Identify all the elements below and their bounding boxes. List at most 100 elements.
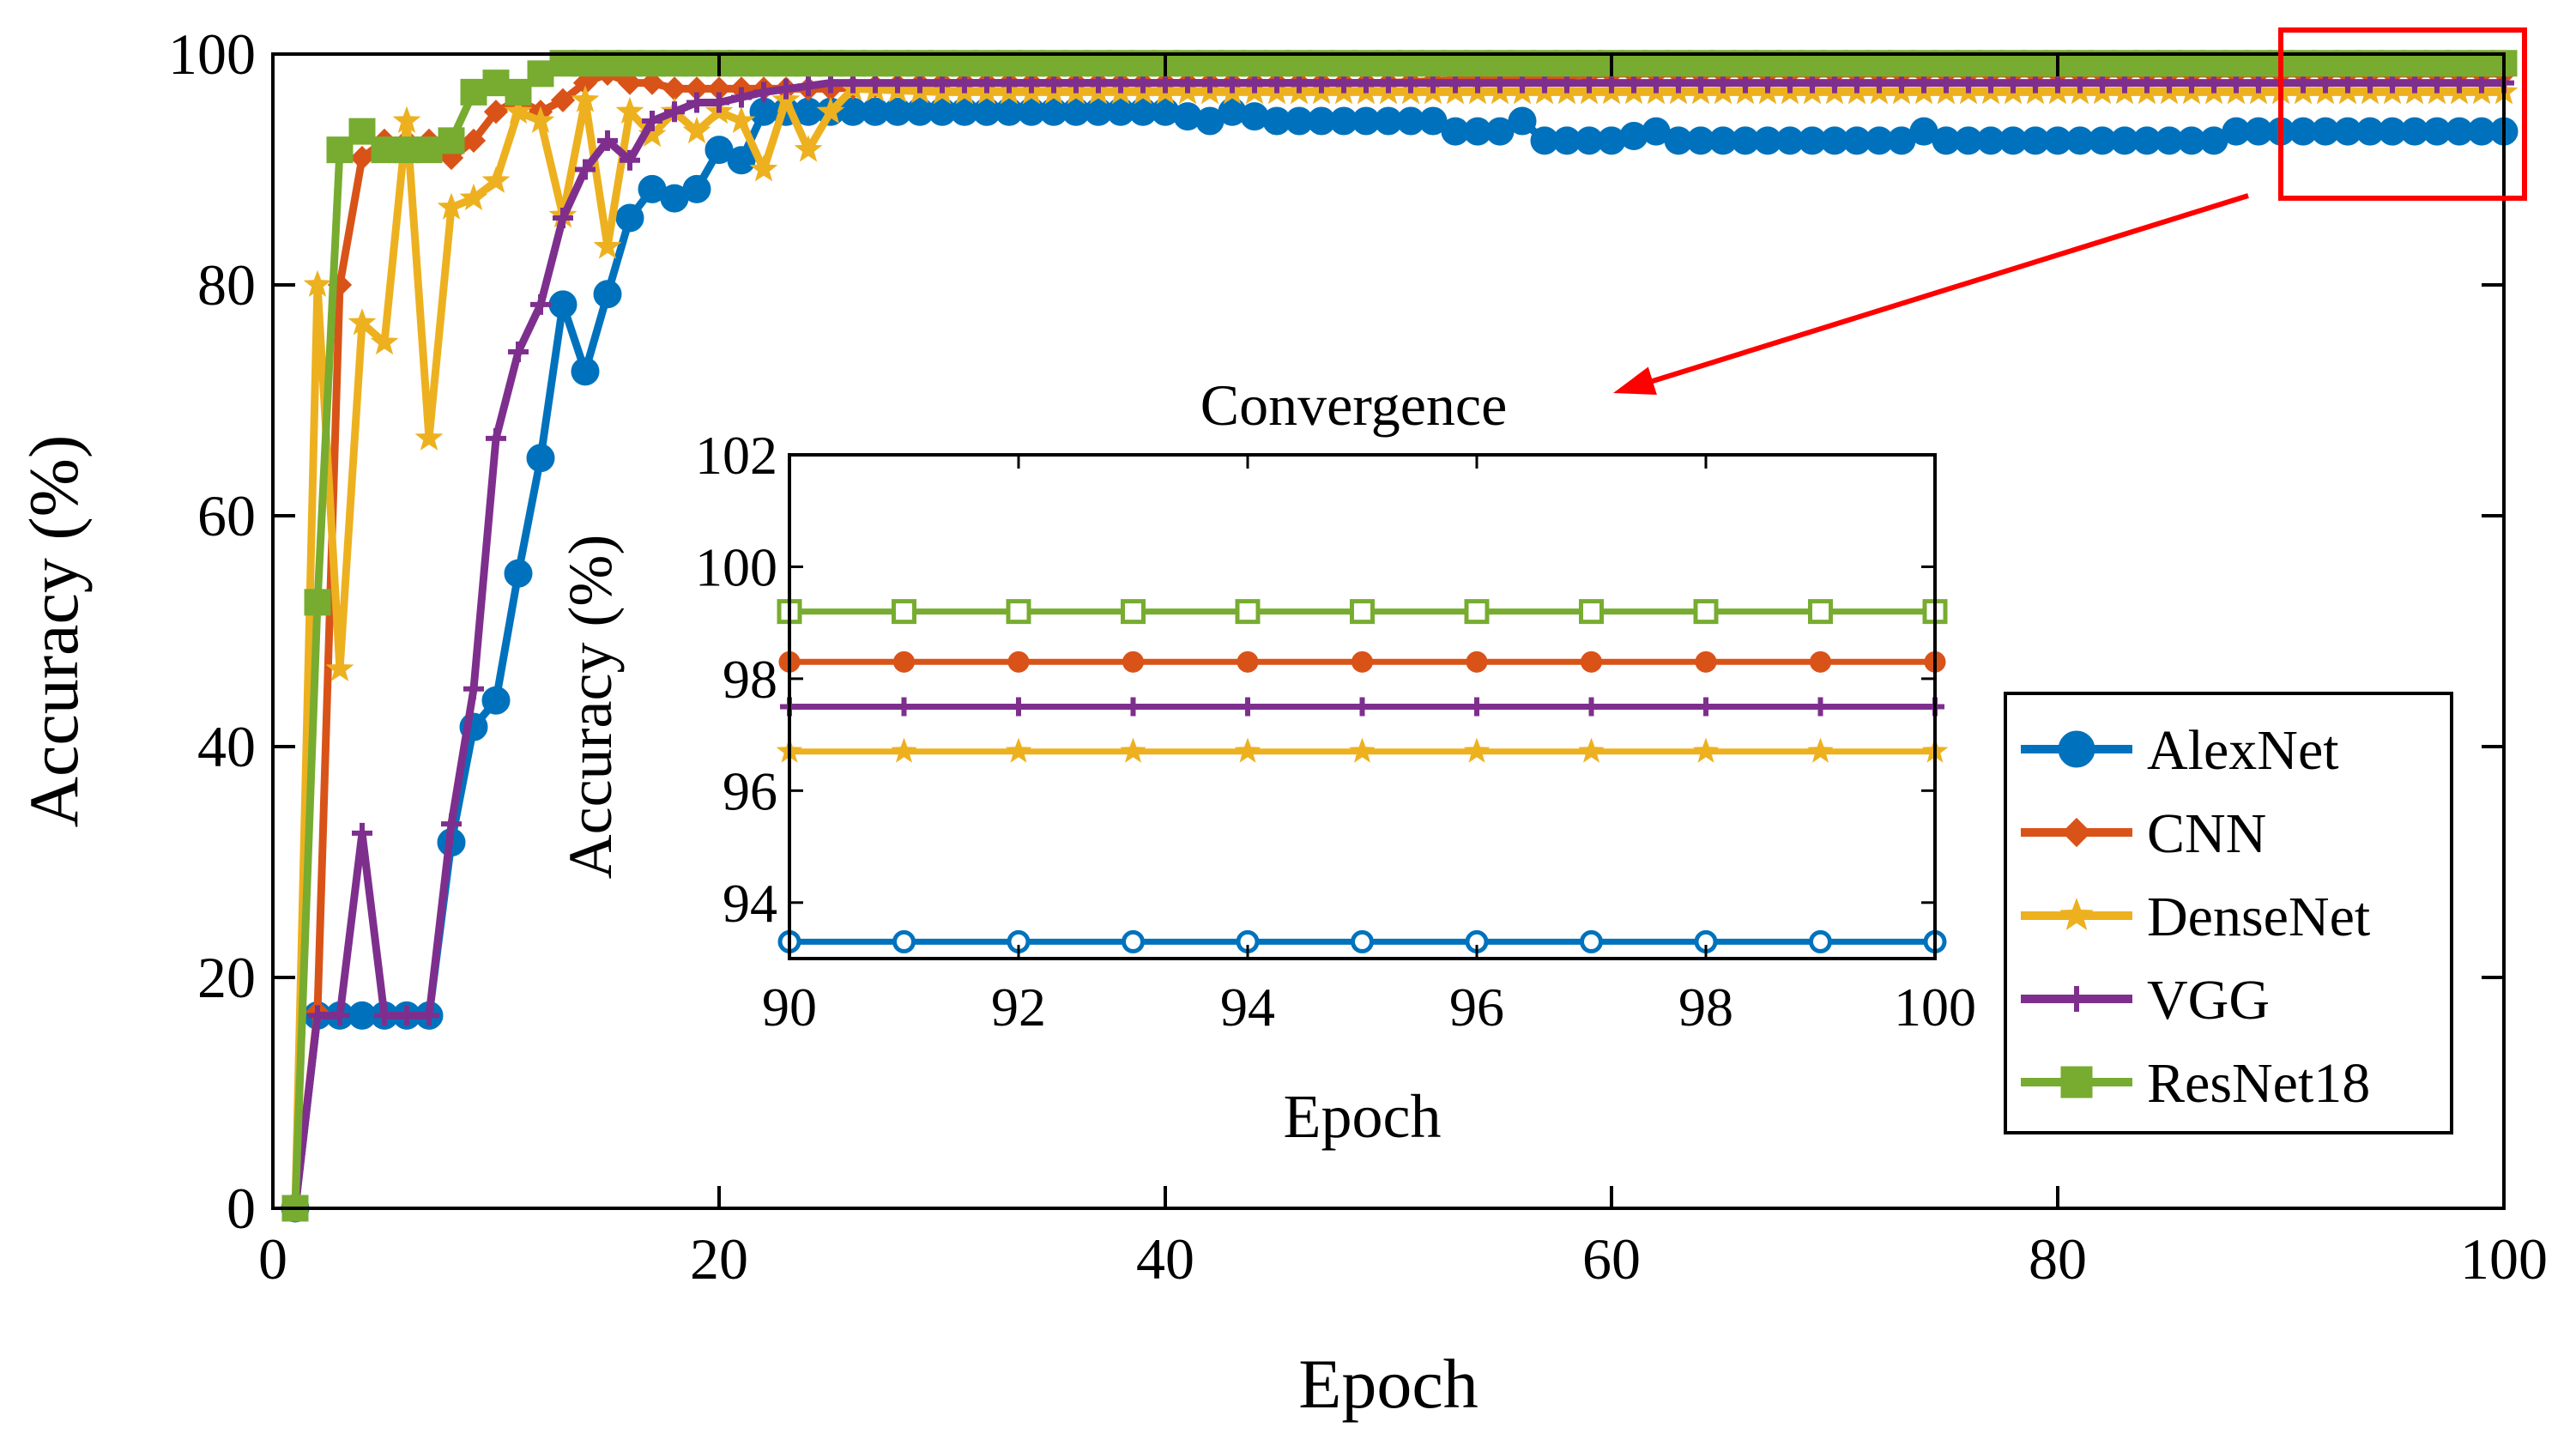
point-resnet18 <box>482 70 510 97</box>
point-alexnet <box>1508 106 1537 136</box>
point-densenet <box>571 85 600 112</box>
point-densenet <box>727 106 756 134</box>
legend-label: VGG <box>2147 969 2270 1032</box>
point-cnn <box>639 70 665 95</box>
inset-x-tick-label: 92 <box>991 977 1046 1038</box>
inset-y-tick-label: 98 <box>723 649 777 710</box>
inset-point-densenet <box>1692 737 1720 763</box>
point-vgg <box>664 101 685 123</box>
legend-entry: AlexNet <box>2021 719 2339 782</box>
point-densenet <box>504 96 533 124</box>
y-tick-label: 40 <box>197 714 256 779</box>
legend-label: CNN <box>2147 802 2266 865</box>
point-alexnet <box>571 357 600 386</box>
point-alexnet <box>615 203 644 233</box>
inset-y-tick-label: 102 <box>695 425 777 486</box>
legend-swatch-marker <box>2064 986 2089 1012</box>
point-vgg <box>731 87 752 108</box>
point-vgg <box>419 1005 439 1026</box>
point-resnet18 <box>304 589 331 616</box>
x-axis-label: Epoch <box>1298 1345 1478 1423</box>
legend-entry: DenseNet <box>2021 886 2370 948</box>
point-vgg <box>508 342 529 363</box>
main-plot: 0 20 40 60 80 100 0 20 40 60 80 100 Epoch Accuracy (%… <box>15 21 2548 1423</box>
zoom-arrow-line <box>1638 193 2249 388</box>
y-tick-label: 100 <box>168 21 256 87</box>
inset-title: Convergence <box>1200 372 1508 438</box>
point-alexnet <box>526 444 555 473</box>
point-resnet18 <box>348 118 376 145</box>
legend-label: DenseNet <box>2147 886 2370 948</box>
inset-point-cnn <box>1007 650 1030 673</box>
point-vgg <box>463 678 484 699</box>
inset-point-resnet18 <box>1235 599 1261 625</box>
point-vgg <box>441 814 462 835</box>
inset-point-vgg <box>1467 697 1486 717</box>
inset-series-alexnet <box>777 929 1947 953</box>
y-tick-label: 60 <box>197 483 256 548</box>
inset-point-densenet <box>1807 737 1834 763</box>
x-tick-label: 0 <box>258 1226 287 1292</box>
point-densenet <box>682 116 711 144</box>
point-alexnet <box>504 559 533 588</box>
point-densenet <box>749 154 778 182</box>
inset-point-resnet18 <box>1808 599 1833 625</box>
inset-point-cnn <box>1351 650 1373 673</box>
inset-series-resnet18 <box>777 599 1948 625</box>
point-densenet <box>414 423 444 451</box>
x-tick-label: 20 <box>690 1226 748 1292</box>
legend-label: AlexNet <box>2147 719 2339 782</box>
inset-point-densenet <box>1120 737 1146 763</box>
zoom-arrow-head <box>1613 366 1657 395</box>
point-densenet <box>370 328 399 355</box>
inset-point-vgg <box>894 697 914 717</box>
point-densenet <box>481 166 511 193</box>
point-densenet <box>526 106 555 134</box>
point-cnn <box>461 128 487 153</box>
inset-point-densenet <box>1349 737 1376 763</box>
inset-point-alexnet <box>1580 929 1603 953</box>
point-vgg <box>530 293 551 315</box>
legend: AlexNet CNN DenseNet VGG ResNet18 <box>2004 692 2453 1134</box>
point-resnet18 <box>393 136 420 164</box>
point-vgg <box>798 76 819 97</box>
point-vgg <box>307 1005 328 1026</box>
line-vgg <box>291 79 2504 1209</box>
inset-point-vgg <box>1352 697 1372 717</box>
inset-point-resnet18 <box>1350 599 1375 625</box>
series-alexnet <box>281 97 2519 1223</box>
point-alexnet <box>548 290 577 319</box>
point-alexnet <box>481 686 511 715</box>
point-vgg <box>642 111 662 132</box>
zoom-box <box>2278 27 2527 201</box>
point-alexnet <box>727 146 756 175</box>
main-axes-box <box>271 52 2506 1210</box>
point-vgg <box>753 82 774 103</box>
point-densenet <box>794 135 823 162</box>
inset-point-alexnet <box>892 929 916 953</box>
inset-point-resnet18 <box>1121 599 1146 625</box>
point-cnn <box>349 145 375 171</box>
point-densenet <box>325 654 354 681</box>
point-densenet <box>348 308 377 336</box>
legend-entry: CNN <box>2021 802 2266 865</box>
inset-y-tick-label: 96 <box>723 760 777 821</box>
legend-swatch-marker <box>2059 898 2094 930</box>
point-vgg <box>330 1005 350 1026</box>
zoom-annotation <box>1613 27 2527 395</box>
line-densenet <box>291 84 2504 1209</box>
inset-plot: 90 92 94 96 98 100 94 96 98 100 102 Convergence Epoc… <box>556 372 1976 1151</box>
point-vgg <box>486 427 506 449</box>
inset-point-vgg <box>1009 697 1028 717</box>
point-vgg <box>575 159 596 180</box>
point-vgg <box>597 130 618 151</box>
point-densenet <box>593 232 622 259</box>
legend-entry: ResNet18 <box>2021 1052 2370 1115</box>
inset-x-axis-label: Epoch <box>1284 1082 1442 1151</box>
legend-swatch-marker <box>2060 1066 2093 1098</box>
inset-point-vgg <box>1238 697 1257 717</box>
point-resnet18 <box>438 127 465 154</box>
inset-point-cnn <box>1122 650 1144 673</box>
y-axis-label: Accuracy (%) <box>15 435 93 828</box>
x-tick-label: 80 <box>2029 1226 2087 1292</box>
